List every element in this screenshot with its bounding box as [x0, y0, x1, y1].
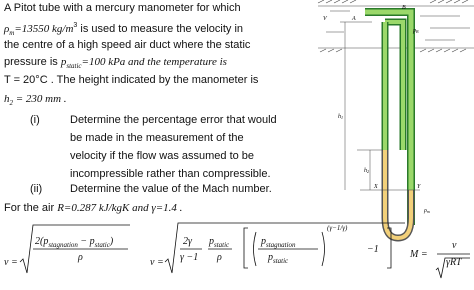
formula-part: pstatic: [209, 236, 229, 249]
text: is used to measure the velocity in: [77, 23, 244, 35]
text-line: A Pitot tube with a mercury manometer fo…: [4, 1, 241, 15]
text: p: [412, 28, 416, 34]
text: = 230 mm .: [13, 93, 67, 105]
subscript: static: [66, 62, 82, 70]
formula-numerator: 2(pstagnation − pstatic): [35, 236, 113, 249]
formula-part: ρ: [217, 252, 222, 263]
text: pressure is: [4, 56, 61, 68]
question-line: Determine the percentage error that woul…: [70, 114, 277, 126]
text: =13550 kg/m: [14, 23, 74, 35]
superscript: 3: [73, 22, 78, 29]
symbol: R: [57, 202, 64, 214]
text-line: h2 = 230 mm .: [4, 92, 67, 110]
label: X: [373, 184, 378, 190]
question-number: (ii): [30, 183, 43, 195]
text: − p: [77, 236, 95, 247]
label: pB: [412, 28, 419, 34]
question-line: velocity if the flow was assumed to be: [70, 150, 255, 162]
question-line: Determine the value of the Mach number.: [70, 183, 272, 195]
text-line: T = 20°C . The height indicated by the m…: [4, 73, 258, 87]
formula-exponent: (γ−1/γ): [327, 224, 348, 232]
formula-lhs: v =: [150, 257, 164, 268]
text: For the air: [4, 202, 58, 214]
symbol: h: [4, 93, 10, 105]
formula-part: γ −1: [180, 252, 199, 263]
pitot-tube: [344, 8, 420, 242]
text-line: the centre of a high speed air duct wher…: [4, 38, 250, 52]
formula-denominator: ρ: [78, 252, 83, 263]
text: h: [338, 114, 341, 120]
subscript: 2: [9, 99, 14, 107]
text: h: [364, 168, 367, 174]
label: V: [323, 16, 328, 22]
text: =1.4 .: [155, 202, 183, 214]
label: h1: [338, 114, 343, 120]
text: p: [268, 252, 273, 263]
text: p: [261, 236, 266, 247]
text: ): [109, 236, 114, 247]
symbol: p: [60, 56, 67, 68]
label: B: [402, 5, 406, 11]
formula-part: pstatic: [268, 252, 288, 265]
subscript: stagnation: [48, 241, 78, 249]
text-line: For the air R=0.287 kJ/kgK and γ=1.4 .: [4, 201, 182, 215]
formula-lhs: v =: [4, 257, 18, 268]
subscript: 2: [367, 169, 369, 174]
symbol: γ: [151, 202, 156, 214]
label: A: [351, 16, 356, 22]
subscript: stagnation: [266, 241, 296, 249]
subscript: static: [214, 241, 230, 249]
subscript: static: [273, 257, 289, 265]
question-line: incompressible rather than compressible.: [70, 168, 271, 180]
text: ρ: [423, 208, 427, 214]
symbol: ρ: [4, 23, 10, 35]
radicals: [19, 222, 470, 279]
text: 2(p: [35, 236, 49, 247]
question-line: be made in the measurement of the: [70, 132, 244, 144]
question-number: (i): [30, 114, 40, 126]
subscript: m: [427, 209, 430, 214]
label: h2: [364, 168, 369, 174]
label: Y: [417, 184, 421, 190]
subscript: m: [9, 29, 15, 37]
formula-part: −1: [367, 244, 379, 255]
label: ρm: [423, 208, 430, 214]
formula-lhs: M =: [410, 249, 428, 260]
text: =100 kPa and the temperature is: [81, 56, 227, 68]
formula-numerator: v: [452, 240, 457, 251]
subscript: B: [416, 29, 419, 34]
text-line: pressure is pstatic=100 kPa and the temp…: [4, 55, 227, 73]
text: A Pitot tube with a mercury manometer fo…: [4, 2, 241, 14]
formula-part: pstagnation: [261, 236, 296, 249]
text-line: ρm=13550 kg/m3 is used to measure the ve…: [4, 19, 243, 40]
duct: [317, 0, 474, 53]
formula-denominator: γRT: [446, 257, 462, 268]
text: the centre of a high speed air duct wher…: [4, 39, 251, 51]
formula-part: 2γ: [183, 236, 192, 247]
text: p: [209, 236, 214, 247]
text: T = 20°C . The height indicated by the m…: [4, 74, 259, 86]
subscript: static: [94, 241, 110, 249]
text: =0.287 kJ/kgK and: [63, 202, 152, 214]
subscript: 1: [341, 115, 343, 120]
